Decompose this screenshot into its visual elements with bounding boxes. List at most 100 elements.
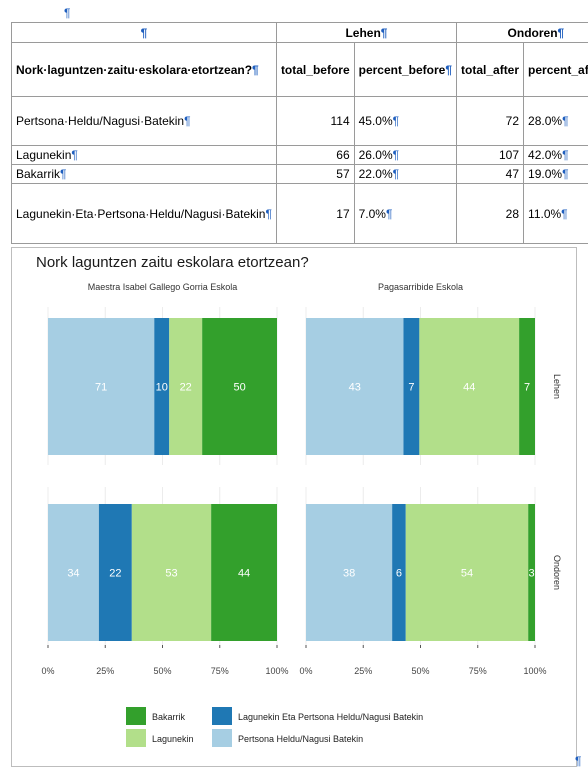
data-label: 43 <box>349 382 361 394</box>
cell-percent-before: 45.0%¶ <box>353 96 458 146</box>
bar-segment <box>98 504 132 641</box>
pilcrow-mark: ¶ <box>575 754 582 768</box>
column-header-label: total_before <box>280 62 350 77</box>
pilcrow-mark: ¶ <box>392 148 400 162</box>
pilcrow-mark: ¶ <box>60 167 67 181</box>
x-tick-label: 50% <box>411 666 429 676</box>
data-label: 44 <box>463 382 475 394</box>
data-label: 50 <box>233 382 245 394</box>
data-label: 54 <box>461 568 473 580</box>
panel: 71 10 22 50 <box>47 307 278 465</box>
group-header-empty: ¶ <box>11 22 277 43</box>
panel: 34 22 53 44 <box>47 487 278 645</box>
bar-segment <box>131 504 212 641</box>
pilcrow-mark: ¶ <box>561 206 568 221</box>
bar-segment <box>306 318 404 455</box>
table-row: Pertsona·Heldu/Nagusi·Batekin¶ 114 45.0%… <box>11 96 588 146</box>
pilcrow-mark: ¶ <box>562 167 569 181</box>
cell-value: 19.0% <box>528 167 563 181</box>
legend-label: Pertsona Heldu/Nagusi Batekin <box>238 734 363 744</box>
facet-column-label: Maestra Isabel Gallego Gorria Eskola <box>88 282 238 292</box>
x-tick-label: 100% <box>265 666 288 676</box>
table-column-header-row: Nork·laguntzen·zaitu·eskolara·etortzean?… <box>11 42 588 97</box>
pilcrow-mark: ¶ <box>71 148 78 162</box>
column-header-label: percent_before <box>358 62 446 77</box>
pilcrow-mark: ¶ <box>562 148 569 162</box>
column-header-percent-after: percent_after¶ <box>523 42 588 97</box>
cell-total-after: 72 <box>456 96 525 146</box>
data-label: 22 <box>180 382 192 394</box>
data-label: 6 <box>396 568 402 580</box>
pilcrow-mark: ¶ <box>392 167 400 181</box>
bar-segment <box>48 318 155 455</box>
data-label: 44 <box>238 568 250 580</box>
cell-value: 7.0% <box>358 206 386 221</box>
cell-total-before: 114 <box>275 96 355 146</box>
facet-row-labels: Lehen Ondoren <box>552 374 562 590</box>
bar-segment <box>528 504 535 641</box>
table-group-header-row: ¶ Lehen¶ Ondoren¶ <box>11 22 588 43</box>
group-header-lehen: Lehen¶ <box>275 22 458 43</box>
cell-value: 45.0% <box>358 114 393 128</box>
row-label: Bakarrik¶ <box>11 164 277 184</box>
facet-row-label: Ondoren <box>552 555 562 590</box>
cell-value: 26.0% <box>358 148 393 162</box>
x-tick-label: 0% <box>41 666 54 676</box>
bar-segment <box>48 504 99 641</box>
row-label-text: Bakarrik <box>16 167 61 181</box>
x-tick-label: 50% <box>153 666 171 676</box>
bar-segment <box>211 504 277 641</box>
legend-label: Lagunekin Eta Pertsona Heldu/Nagusi Bate… <box>238 712 423 722</box>
data-label: 3 <box>529 568 535 580</box>
bar-segment <box>169 318 203 455</box>
x-tick-label: 25% <box>96 666 114 676</box>
cell-percent-after: 11.0%¶ <box>523 183 588 244</box>
group-header-ondoren: Ondoren¶ <box>456 22 588 43</box>
group-header-label: Ondoren <box>507 25 558 40</box>
x-tick-label: 75% <box>469 666 487 676</box>
column-header-label: total_after <box>461 62 520 77</box>
data-label: 38 <box>343 568 355 580</box>
panel: 38 6 54 3 <box>305 487 536 645</box>
pilcrow-mark: ¶ <box>392 114 400 128</box>
cell-total-after: 47 <box>456 164 525 184</box>
data-label: 53 <box>165 568 177 580</box>
table-row: Bakarrik¶ 57 22.0%¶ 47 19.0%¶ <box>11 164 588 184</box>
cell-value: 11.0% <box>528 206 562 221</box>
bar-segment <box>392 504 406 641</box>
legend-swatch <box>126 707 146 725</box>
pilcrow-mark: ¶ <box>557 25 565 40</box>
pilcrow-mark: ¶ <box>562 114 569 128</box>
pilcrow-mark: ¶ <box>385 206 393 221</box>
cell-percent-before: 22.0%¶ <box>353 164 458 184</box>
cell-value: 28.0% <box>528 114 563 128</box>
cell-percent-after: 19.0%¶ <box>523 164 588 184</box>
bar-segment <box>419 318 520 455</box>
legend-swatch <box>126 729 146 747</box>
pilcrow-mark: ¶ <box>380 25 388 40</box>
pilcrow-mark: ¶ <box>140 25 148 40</box>
column-header-question: Nork·laguntzen·zaitu·eskolara·etortzean?… <box>11 42 277 97</box>
summary-table: ¶ Lehen¶ Ondoren¶ Nork·laguntzen·zaitu·e… <box>11 22 588 244</box>
row-label: Lagunekin·Eta·Pertsona·Heldu/Nagusi·Bate… <box>11 183 277 244</box>
bar-segment <box>202 318 277 455</box>
pilcrow-mark: ¶ <box>64 6 71 20</box>
chart-panels: 71 10 22 50 43 7 44 7 34 22 53 44 38 6 54 3 <box>47 307 536 645</box>
bar-segment <box>519 318 535 455</box>
facet-column-labels: Maestra Isabel Gallego Gorria Eskola Paga… <box>88 282 463 292</box>
facet-row-label: Lehen <box>552 374 562 399</box>
bar-segment <box>403 318 420 455</box>
row-label-text: Pertsona·Heldu/Nagusi·Batekin <box>16 114 185 128</box>
column-header-label: percent_after <box>528 62 588 77</box>
cell-value: 22.0% <box>358 167 393 181</box>
group-header-label: Lehen <box>345 25 381 40</box>
row-label: Pertsona·Heldu/Nagusi·Batekin¶ <box>11 96 277 146</box>
pilcrow-mark: ¶ <box>184 114 191 128</box>
x-tick-label: 25% <box>354 666 372 676</box>
legend-swatch <box>212 729 232 747</box>
cell-percent-after: 28.0%¶ <box>523 96 588 146</box>
cell-total-after: 107 <box>456 145 525 165</box>
facet-column-label: Pagasarribide Eskola <box>378 282 463 292</box>
cell-value: 42.0% <box>528 148 563 162</box>
column-header-total-before: total_before <box>275 42 355 97</box>
